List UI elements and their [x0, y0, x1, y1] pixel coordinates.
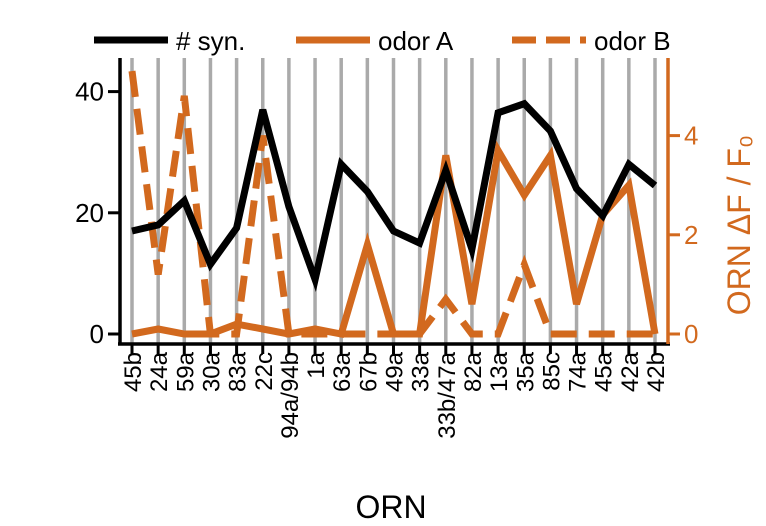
- x-tick-label: 63a: [329, 351, 356, 392]
- x-tick-label: 45a: [591, 351, 618, 392]
- legend-label: # syn.: [176, 26, 245, 56]
- x-tick-label: 30a: [198, 351, 225, 392]
- axes: 0 20 40 0 2 4: [75, 58, 698, 354]
- y-left-tick-label: 20: [75, 198, 104, 228]
- x-tick-label: 24a: [146, 351, 173, 392]
- x-tick-label: 33a: [408, 351, 435, 392]
- x-tick-label: 33b/47a: [434, 351, 461, 438]
- y-left-tick-label: 0: [90, 319, 104, 349]
- x-tick-label: 67b: [355, 352, 382, 392]
- series-line-odor-a: [131, 140, 659, 339]
- series-line-syn: [131, 99, 658, 292]
- x-tick-label: 45b: [120, 352, 147, 392]
- x-tick-label: 35a: [512, 351, 539, 392]
- x-tick-label: 13a: [486, 351, 513, 392]
- series-lines: [128, 70, 659, 339]
- y-right-tick-label: 4: [684, 121, 698, 151]
- x-tick-labels: 45b 24a 59a 30a 83a 22c 94a/94b 1a 63a 67b 49a 33a 3…: [120, 351, 670, 438]
- legend-label: odor A: [378, 26, 454, 56]
- x-tick-label: 74a: [565, 351, 592, 392]
- legend: # syn. odor A odor B: [94, 26, 671, 56]
- x-tick-label: 42b: [643, 352, 670, 392]
- x-tick-label: 94a/94b: [277, 352, 304, 439]
- x-tick-label: 42a: [617, 351, 644, 392]
- x-tick-label: 82a: [460, 351, 487, 392]
- y-axis-right-title: ORN ΔF / F₀: [721, 135, 757, 315]
- x-tick-label: 1a: [303, 351, 330, 378]
- y-right-tick-label: 0: [684, 319, 698, 349]
- x-tick-label: 59a: [172, 351, 199, 392]
- y-right-tick-label: 2: [684, 220, 698, 250]
- legend-label: odor B: [594, 26, 671, 56]
- x-tick-label: 85c: [538, 352, 565, 391]
- y-left-tick-label: 40: [75, 77, 104, 107]
- x-tick-label: 83a: [225, 351, 252, 392]
- x-tick-label: 49a: [382, 351, 409, 392]
- x-tick-label: 22c: [251, 352, 278, 391]
- x-axis-title: ORN: [355, 489, 426, 525]
